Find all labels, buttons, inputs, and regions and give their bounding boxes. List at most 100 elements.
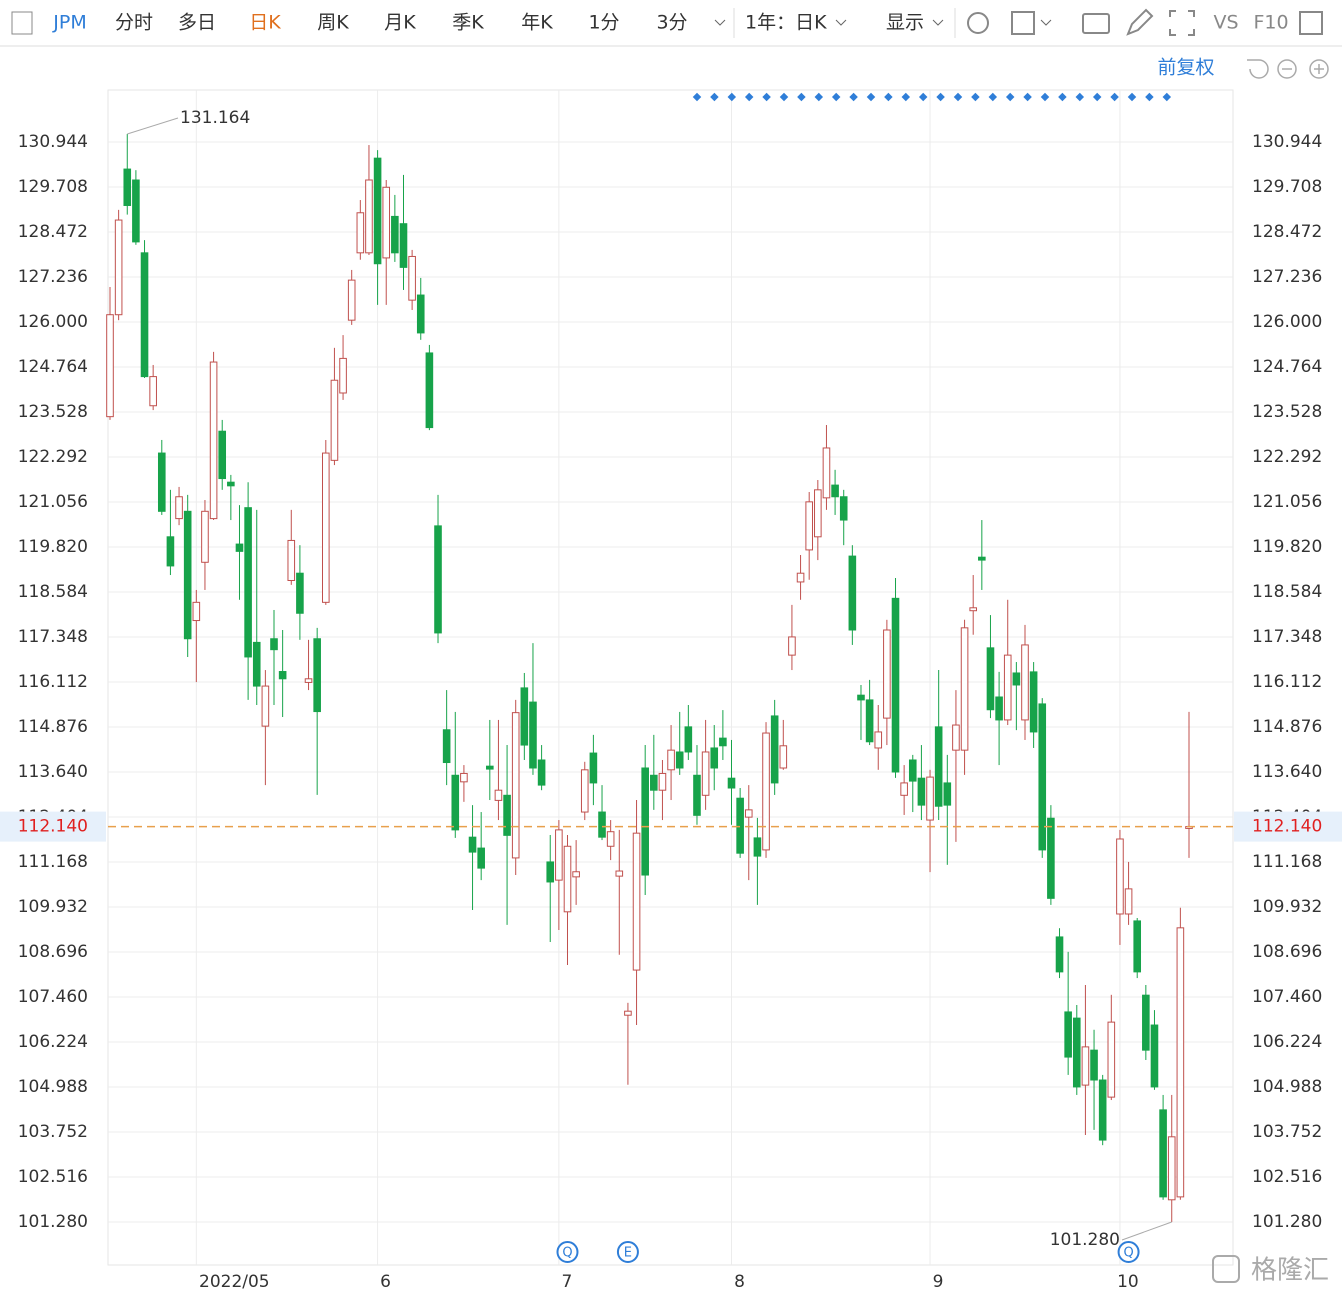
- y-tick-label: 103.752: [18, 1122, 88, 1142]
- candle-body: [857, 694, 865, 701]
- chevron[interactable]: [714, 19, 726, 26]
- candle-body: [589, 752, 598, 784]
- candle-body: [373, 157, 382, 265]
- y-tick-label: 126.000: [18, 312, 88, 332]
- y2-tick-label: 123.528: [1252, 402, 1322, 422]
- candle-body: [261, 685, 270, 727]
- chevron[interactable]: [1040, 19, 1052, 26]
- candle-body: [1142, 994, 1150, 1051]
- chevron[interactable]: [835, 19, 847, 26]
- candle-body: [606, 831, 615, 847]
- candle-body: [1116, 838, 1124, 915]
- tab[interactable]: 1分: [588, 12, 619, 34]
- settings-icon[interactable]: [967, 12, 989, 34]
- event-dot: [901, 92, 911, 102]
- y2-tick-label: 102.516: [1252, 1167, 1322, 1187]
- candle-body: [486, 765, 494, 770]
- low-label: 101.280: [1050, 1230, 1120, 1250]
- candle-body: [960, 627, 969, 751]
- candle-body: [900, 782, 908, 796]
- plot: 101.280 101.280 102.516 102.516 103.752 103.7…: [0, 90, 1342, 1292]
- candle-body: [934, 726, 943, 807]
- tab[interactable]: 3分: [656, 12, 687, 34]
- zoom-out-icon[interactable]: [1277, 59, 1297, 79]
- event-label: Q: [1123, 1246, 1133, 1261]
- tab[interactable]: 年K: [521, 12, 553, 34]
- zoom-in-icon[interactable]: [1309, 59, 1329, 79]
- fullscreen-icon[interactable]: [1169, 10, 1195, 36]
- candle-body: [805, 501, 813, 551]
- candle-body: [580, 769, 589, 813]
- event-dot: [779, 92, 789, 102]
- candle-body: [874, 731, 883, 749]
- candle-body: [572, 871, 580, 878]
- y2-tick-label: 122.292: [1252, 447, 1322, 467]
- candle-body: [865, 699, 874, 743]
- last-price-box: [1234, 811, 1342, 842]
- event-dot: [849, 92, 858, 102]
- y-tick-label: 124.764: [18, 357, 88, 377]
- candle-body: [727, 777, 736, 789]
- event-dot: [797, 92, 806, 102]
- candle-body: [952, 724, 960, 751]
- event-marker: [556, 1241, 579, 1263]
- candle-body: [460, 772, 468, 783]
- candle-body: [546, 861, 555, 883]
- candle-body: [511, 712, 520, 859]
- event-dot: [936, 92, 945, 102]
- pen-icon[interactable]: [1126, 8, 1154, 36]
- tab[interactable]: 多日: [178, 12, 216, 34]
- y-tick-label: 123.528: [18, 402, 88, 422]
- y2-tick-label: 126.000: [1252, 312, 1322, 332]
- sidebar-toggle[interactable]: [11, 11, 33, 35]
- candle-body: [477, 847, 485, 869]
- frame-icon[interactable]: [1011, 11, 1035, 35]
- display-menu[interactable]: 显示: [886, 12, 924, 34]
- candle-body: [848, 555, 857, 631]
- candle-body: [641, 767, 649, 876]
- symbol[interactable]: JPM: [52, 12, 86, 34]
- tab[interactable]: 分时: [115, 12, 153, 34]
- watermark-logo: [1212, 1255, 1240, 1283]
- candle-body: [106, 314, 114, 418]
- range-select[interactable]: 1年：日K: [745, 12, 827, 34]
- event-dot: [1127, 92, 1137, 102]
- candle-body: [408, 255, 416, 301]
- candle-body: [339, 357, 347, 394]
- reset-icon[interactable]: [1247, 59, 1269, 79]
- event-dot: [762, 92, 771, 102]
- camera-icon[interactable]: [1082, 13, 1110, 34]
- candle-body: [762, 732, 770, 851]
- f10-button[interactable]: F10: [1253, 12, 1288, 34]
- candle-body: [1055, 936, 1064, 973]
- vs-button[interactable]: VS: [1213, 12, 1238, 34]
- tab[interactable]: 季K: [452, 12, 484, 34]
- y2-tick-label: 128.472: [1252, 222, 1322, 242]
- candle-body: [986, 647, 995, 711]
- candle-body: [710, 747, 719, 769]
- y2-tick-label: 118.584: [1252, 582, 1322, 602]
- candle-body: [114, 219, 123, 316]
- last-price-label: 112.140: [18, 817, 88, 837]
- adjust-mode[interactable]: 前复权: [1157, 57, 1214, 79]
- tab-active[interactable]: 日K: [249, 12, 281, 34]
- last-price-box: [0, 811, 106, 842]
- tab[interactable]: 周K: [317, 12, 349, 34]
- tab[interactable]: 月K: [384, 12, 416, 34]
- candle-body: [192, 601, 201, 622]
- candle-body: [598, 811, 606, 838]
- chevron[interactable]: [932, 19, 944, 26]
- candle-body: [1064, 1011, 1072, 1058]
- y-tick-label: 117.348: [18, 627, 88, 647]
- y-tick-label: 101.280: [18, 1212, 88, 1232]
- event-dot: [1145, 92, 1154, 102]
- candle-body: [140, 252, 149, 378]
- panel-icon[interactable]: [1299, 11, 1323, 35]
- candle-body: [287, 539, 296, 581]
- y2-tick-label: 111.168: [1252, 852, 1322, 872]
- candle-body: [814, 489, 822, 538]
- candle-body: [347, 279, 356, 321]
- x-tick-label: 2022/05: [199, 1272, 270, 1292]
- candle-body: [1167, 1136, 1176, 1201]
- candle-body: [658, 772, 667, 791]
